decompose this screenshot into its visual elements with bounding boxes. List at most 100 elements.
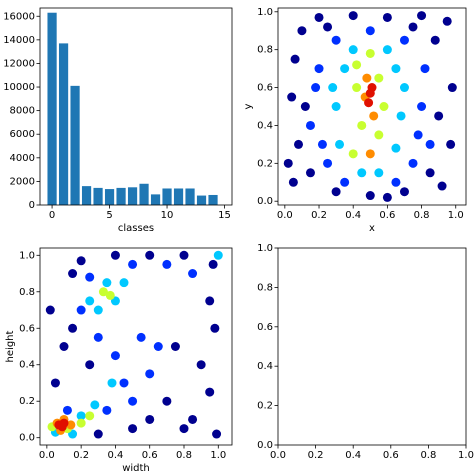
scatter-point <box>128 424 138 434</box>
scatter-point <box>119 378 129 388</box>
y-tick-label: 1.0 <box>257 243 273 254</box>
scatter-point <box>331 102 341 111</box>
bar <box>93 187 103 205</box>
scatter-point <box>374 130 384 140</box>
y-tick-label: 0.6 <box>257 322 273 333</box>
scatter-point <box>365 26 375 36</box>
scatter-point <box>283 158 293 168</box>
scatter-point <box>98 287 108 297</box>
x-tick-label: 0.2 <box>73 450 89 461</box>
scatter-point <box>382 12 392 22</box>
y-axis-label: y <box>243 103 254 109</box>
y-tick-label: 10000 <box>3 82 35 93</box>
scatter-point <box>417 102 427 111</box>
scatter-point <box>420 64 430 74</box>
y-tick-label: 0.2 <box>257 401 273 412</box>
scatter-point <box>110 351 120 361</box>
scatter-point <box>399 83 409 93</box>
scatter-point <box>417 11 427 21</box>
x-tick-label: 0.2 <box>311 210 327 221</box>
y-tick-label: 0.8 <box>257 45 273 56</box>
scatter-point <box>162 396 172 406</box>
y-tick-label: 6000 <box>10 129 35 140</box>
x-tick-label: 1.0 <box>448 210 464 221</box>
scatter-point <box>357 168 367 178</box>
scatter-point <box>297 26 307 36</box>
bar <box>70 85 80 205</box>
scatter-point <box>437 181 447 191</box>
x-tick-label: 0.4 <box>345 210 361 221</box>
scatter-point <box>85 272 95 282</box>
scatter-point <box>352 83 362 93</box>
scatter-point <box>447 83 457 93</box>
scatter-point <box>425 168 435 178</box>
scatter-point <box>300 102 310 111</box>
scatter-point <box>68 269 78 279</box>
x-tick-label: 0.6 <box>142 450 158 461</box>
y-tick-label: 0.6 <box>19 323 35 334</box>
scatter-point <box>205 387 215 397</box>
y-tick-label: 4000 <box>10 153 35 164</box>
scatter-point <box>374 73 384 83</box>
scatter-point <box>66 420 76 430</box>
scatter-point <box>399 35 409 45</box>
scatter-point <box>442 16 452 26</box>
scatter-point <box>136 332 146 342</box>
scatter-point <box>76 418 86 428</box>
scatter-point <box>76 411 86 421</box>
scatter-point <box>391 177 401 187</box>
scatter-point <box>196 360 206 370</box>
scatter-point <box>76 305 86 315</box>
y-tick-label: 0.0 <box>257 196 273 207</box>
scatter-point <box>328 83 338 93</box>
scatter-point <box>50 378 60 388</box>
scatter-point <box>399 187 409 197</box>
x-tick-label: 0.0 <box>39 450 55 461</box>
y-tick-label: 2000 <box>10 176 35 187</box>
scatter-point <box>102 278 112 288</box>
x-tick-label: 0.0 <box>277 210 293 221</box>
bar <box>104 189 115 205</box>
scatter-point <box>348 45 358 55</box>
scatter-point <box>107 378 117 388</box>
scatter-point <box>170 342 180 351</box>
scatter-point <box>357 120 367 130</box>
y-tick-label: 0.2 <box>257 158 273 169</box>
y-tick-label: 0 <box>29 200 35 211</box>
axes-frame <box>277 7 467 206</box>
x-axis-label: x <box>369 223 375 234</box>
scatter-point <box>340 64 350 74</box>
bar <box>208 194 218 205</box>
scatter-point <box>305 120 315 130</box>
axes-frame <box>277 247 467 446</box>
y-tick-label: 0.0 <box>257 440 273 451</box>
scatter-point <box>364 98 374 108</box>
scatter-point <box>179 250 189 260</box>
x-tick-label: 10 <box>161 210 174 221</box>
scatter-point <box>287 92 297 102</box>
x-tick-label: 5 <box>106 210 112 221</box>
scatter-point <box>408 22 418 32</box>
scatter-point <box>93 332 103 342</box>
x-tick-label: 0.8 <box>414 210 430 221</box>
scatter-point <box>382 45 392 55</box>
scatter-point <box>128 396 138 406</box>
scatter-point <box>365 149 375 159</box>
scatter-point <box>110 250 120 260</box>
scatter-point <box>430 35 440 45</box>
y-tick-label: 12000 <box>3 58 35 69</box>
scatter-point <box>365 48 375 58</box>
scatter-point <box>391 143 401 153</box>
scatter-point <box>408 158 418 168</box>
scatter-point <box>362 73 372 83</box>
scatter-point <box>128 259 138 269</box>
scatter-point <box>290 54 300 64</box>
x-tick-label: 0.0 <box>270 450 286 461</box>
bar <box>81 186 92 205</box>
scatter-point <box>85 360 95 370</box>
x-tick-label: 0.8 <box>176 450 192 461</box>
scatter-point <box>93 305 103 315</box>
scatter-point <box>210 323 220 333</box>
